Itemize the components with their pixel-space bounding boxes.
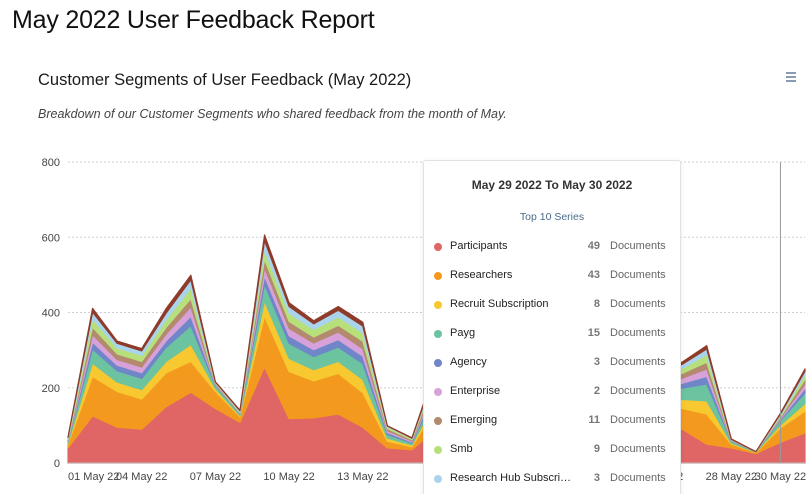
x-tick-label: 04 May 22 — [116, 471, 167, 483]
tooltip-series-count: 43 — [587, 269, 600, 281]
tooltip-row: Enterprise 2 Documents — [424, 382, 680, 411]
series-color-dot — [434, 359, 442, 367]
y-tick-label: 600 — [42, 232, 60, 244]
tooltip-series-name: Emerging — [450, 414, 498, 426]
tooltip-row: Payg 15 Documents — [424, 324, 680, 353]
area-series — [67, 234, 806, 453]
tooltip-series-count: 8 — [593, 298, 600, 310]
y-tick-label: 800 — [42, 157, 60, 169]
x-tick-label: 13 May 22 — [337, 471, 388, 483]
series-color-dot — [434, 388, 442, 396]
tooltip-series-name: Participants — [450, 240, 508, 252]
tooltip-header: May 29 2022 To May 30 2022 — [471, 178, 633, 192]
series-color-dot — [434, 475, 442, 483]
y-tick-label: 200 — [42, 383, 60, 395]
tooltip-subheader: Top 10 Series — [519, 211, 585, 223]
x-tick-label: 01 May 22 — [68, 471, 119, 483]
y-tick-label: 0 — [54, 458, 60, 470]
tooltip-unit-label: Documents — [610, 240, 666, 252]
tooltip-unit-label: Documents — [610, 414, 666, 426]
tooltip-series-count: 3 — [593, 472, 600, 484]
chart-title: Customer Segments of User Feedback (May … — [38, 71, 412, 89]
tooltip-series-name: Enterprise — [450, 385, 501, 397]
x-tick-label: 07 May 22 — [190, 471, 241, 483]
tooltip-unit-label: Documents — [610, 472, 666, 484]
y-tick-label: 400 — [42, 308, 60, 320]
tooltip-series-count: 15 — [587, 327, 600, 339]
hamburger-menu-icon[interactable] — [784, 68, 798, 84]
tooltip-row: Researchers 43 Documents — [424, 266, 680, 295]
tooltip-unit-label: Documents — [610, 269, 666, 281]
series-color-dot — [434, 301, 442, 309]
tooltip-series-name: Recruit Subscription — [450, 298, 549, 310]
page-title: May 2022 User Feedback Report — [12, 6, 375, 34]
tooltip-row: Research Hub Subscri… 3 Documents — [424, 469, 680, 494]
tooltip-row: Participants 49 Documents — [424, 237, 680, 266]
tooltip-unit-label: Documents — [610, 327, 666, 339]
tooltip-series-list: Participants 49 Documents Researchers 43 Docu… — [424, 237, 680, 494]
chart-tooltip: May 29 2022 To May 30 2022 Top 10 Series… — [423, 160, 681, 494]
tooltip-row: Smb 9 Documents — [424, 440, 680, 469]
tooltip-row: Agency 3 Documents — [424, 353, 680, 382]
series-color-dot — [434, 417, 442, 425]
tooltip-series-name: Agency — [450, 356, 487, 368]
tooltip-row: Recruit Subscription 8 Documents — [424, 295, 680, 324]
tooltip-unit-label: Documents — [610, 298, 666, 310]
tooltip-row: Emerging 11 Documents — [424, 411, 680, 440]
series-color-dot — [434, 272, 442, 280]
series-color-dot — [434, 330, 442, 338]
tooltip-series-count: 2 — [593, 385, 600, 397]
tooltip-series-count: 9 — [593, 443, 600, 455]
chart-subtitle: Breakdown of our Customer Segments who s… — [38, 107, 507, 121]
series-color-dot — [434, 243, 442, 251]
tooltip-unit-label: Documents — [610, 356, 666, 368]
tooltip-series-count: 3 — [593, 356, 600, 368]
tooltip-unit-label: Documents — [610, 385, 666, 397]
tooltip-series-name: Payg — [450, 327, 476, 339]
series-color-dot — [434, 446, 442, 454]
tooltip-series-name: Research Hub Subscri… — [450, 472, 572, 484]
tooltip-series-name: Researchers — [450, 269, 513, 281]
x-tick-label: 30 May 22 — [755, 471, 806, 483]
x-tick-label: 10 May 22 — [263, 471, 314, 483]
tooltip-series-count: 49 — [587, 240, 600, 252]
tooltip-series-count: 11 — [588, 414, 600, 426]
tooltip-series-name: Smb — [450, 443, 473, 455]
x-tick-label: 28 May 22 — [706, 471, 757, 483]
tooltip-unit-label: Documents — [610, 443, 666, 455]
